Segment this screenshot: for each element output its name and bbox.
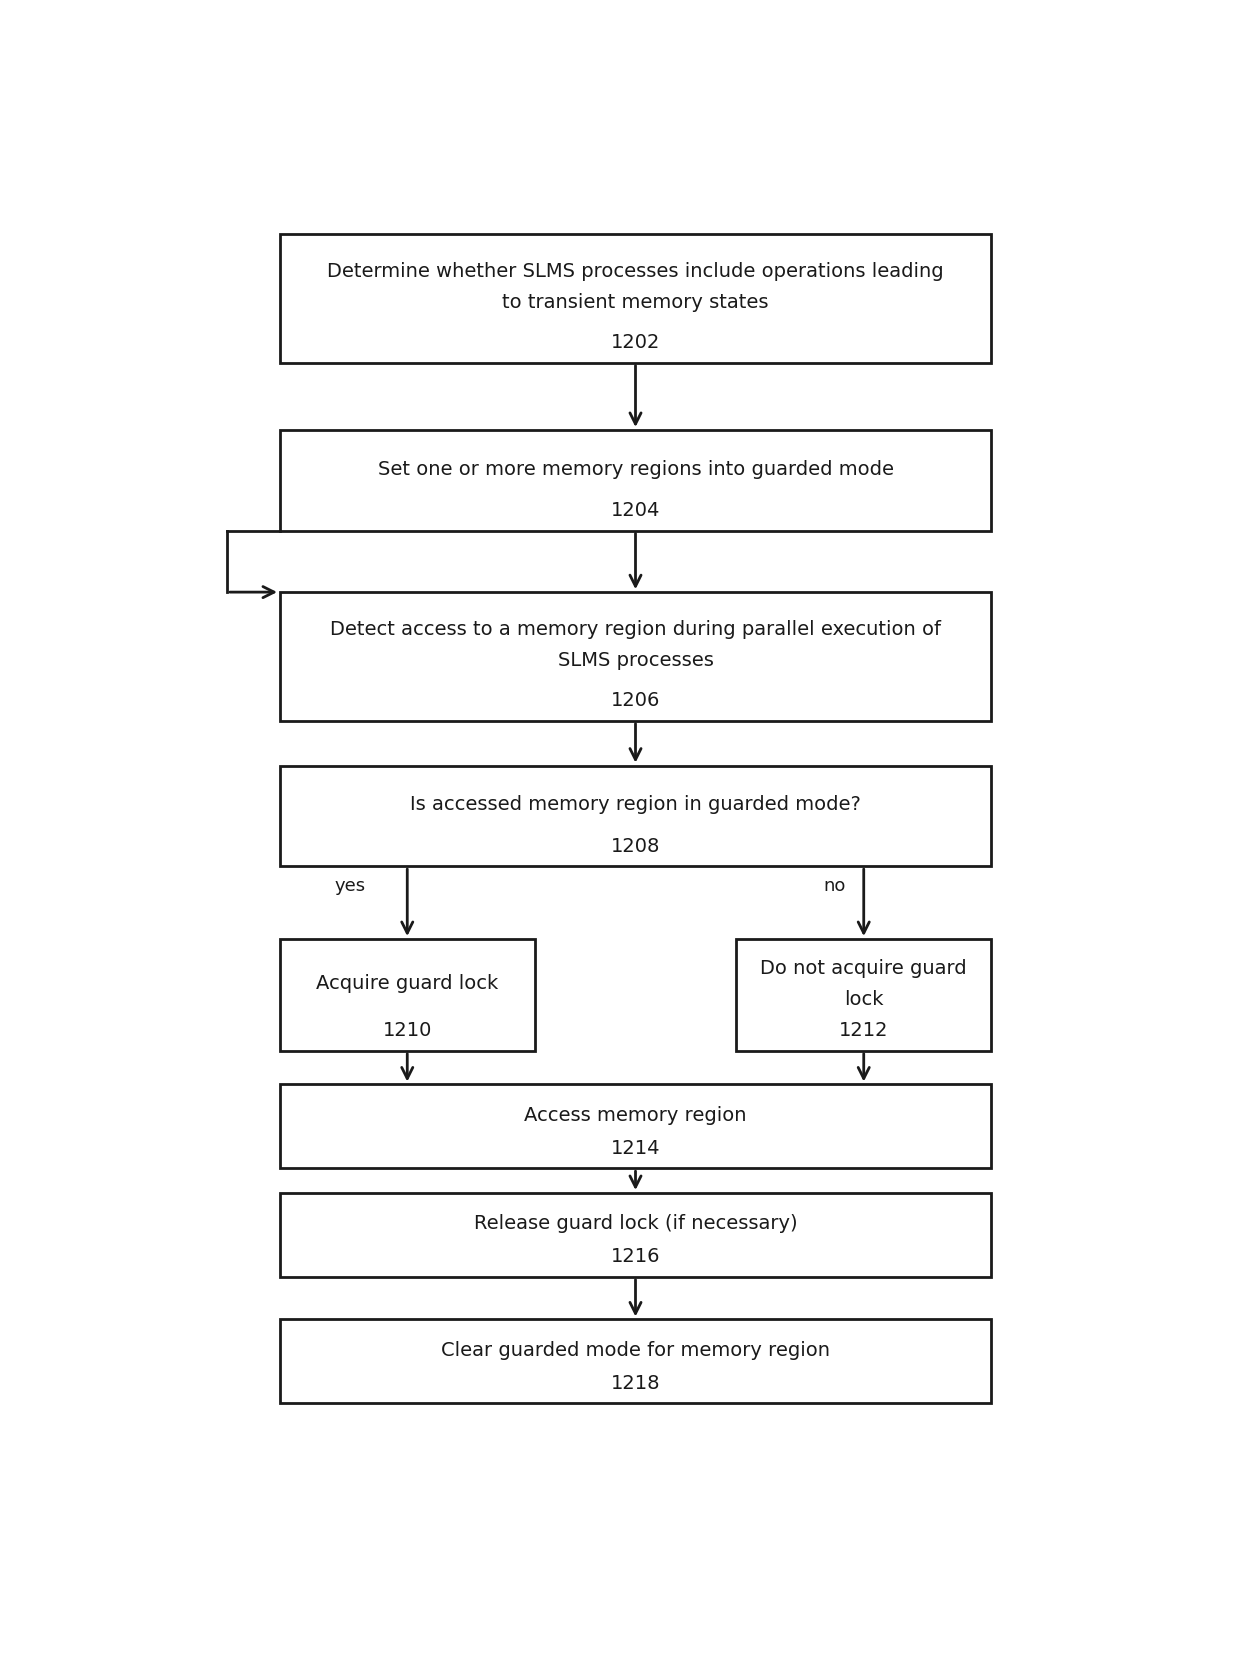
Bar bbox=[737, 939, 991, 1051]
Text: 1208: 1208 bbox=[611, 837, 660, 856]
Text: 1210: 1210 bbox=[383, 1021, 432, 1041]
Text: Acquire guard lock: Acquire guard lock bbox=[316, 974, 498, 993]
Text: to transient memory states: to transient memory states bbox=[502, 294, 769, 312]
Text: Release guard lock (if necessary): Release guard lock (if necessary) bbox=[474, 1215, 797, 1233]
Text: yes: yes bbox=[334, 877, 365, 896]
Text: 1204: 1204 bbox=[611, 501, 660, 520]
Bar bbox=[280, 429, 991, 531]
Text: Is accessed memory region in guarded mode?: Is accessed memory region in guarded mod… bbox=[410, 795, 861, 814]
Text: lock: lock bbox=[844, 989, 883, 1009]
Text: 1218: 1218 bbox=[611, 1374, 660, 1392]
Text: no: no bbox=[823, 877, 846, 896]
Bar bbox=[280, 1193, 991, 1277]
Text: Do not acquire guard: Do not acquire guard bbox=[760, 959, 967, 978]
Text: 1214: 1214 bbox=[611, 1138, 660, 1158]
Text: Determine whether SLMS processes include operations leading: Determine whether SLMS processes include… bbox=[327, 262, 944, 281]
Bar bbox=[280, 1320, 991, 1404]
Text: Detect access to a memory region during parallel execution of: Detect access to a memory region during … bbox=[330, 620, 941, 638]
Bar bbox=[280, 765, 991, 866]
Bar bbox=[280, 1084, 991, 1168]
Text: 1216: 1216 bbox=[611, 1247, 660, 1267]
Bar bbox=[280, 234, 991, 363]
Text: 1202: 1202 bbox=[611, 333, 660, 353]
Bar bbox=[280, 592, 991, 720]
Text: Clear guarded mode for memory region: Clear guarded mode for memory region bbox=[441, 1340, 830, 1360]
Text: 1212: 1212 bbox=[839, 1021, 889, 1041]
Text: 1206: 1206 bbox=[611, 692, 660, 710]
Text: Set one or more memory regions into guarded mode: Set one or more memory regions into guar… bbox=[377, 460, 894, 478]
Bar bbox=[280, 939, 534, 1051]
Text: SLMS processes: SLMS processes bbox=[558, 652, 713, 670]
Text: Access memory region: Access memory region bbox=[525, 1106, 746, 1125]
